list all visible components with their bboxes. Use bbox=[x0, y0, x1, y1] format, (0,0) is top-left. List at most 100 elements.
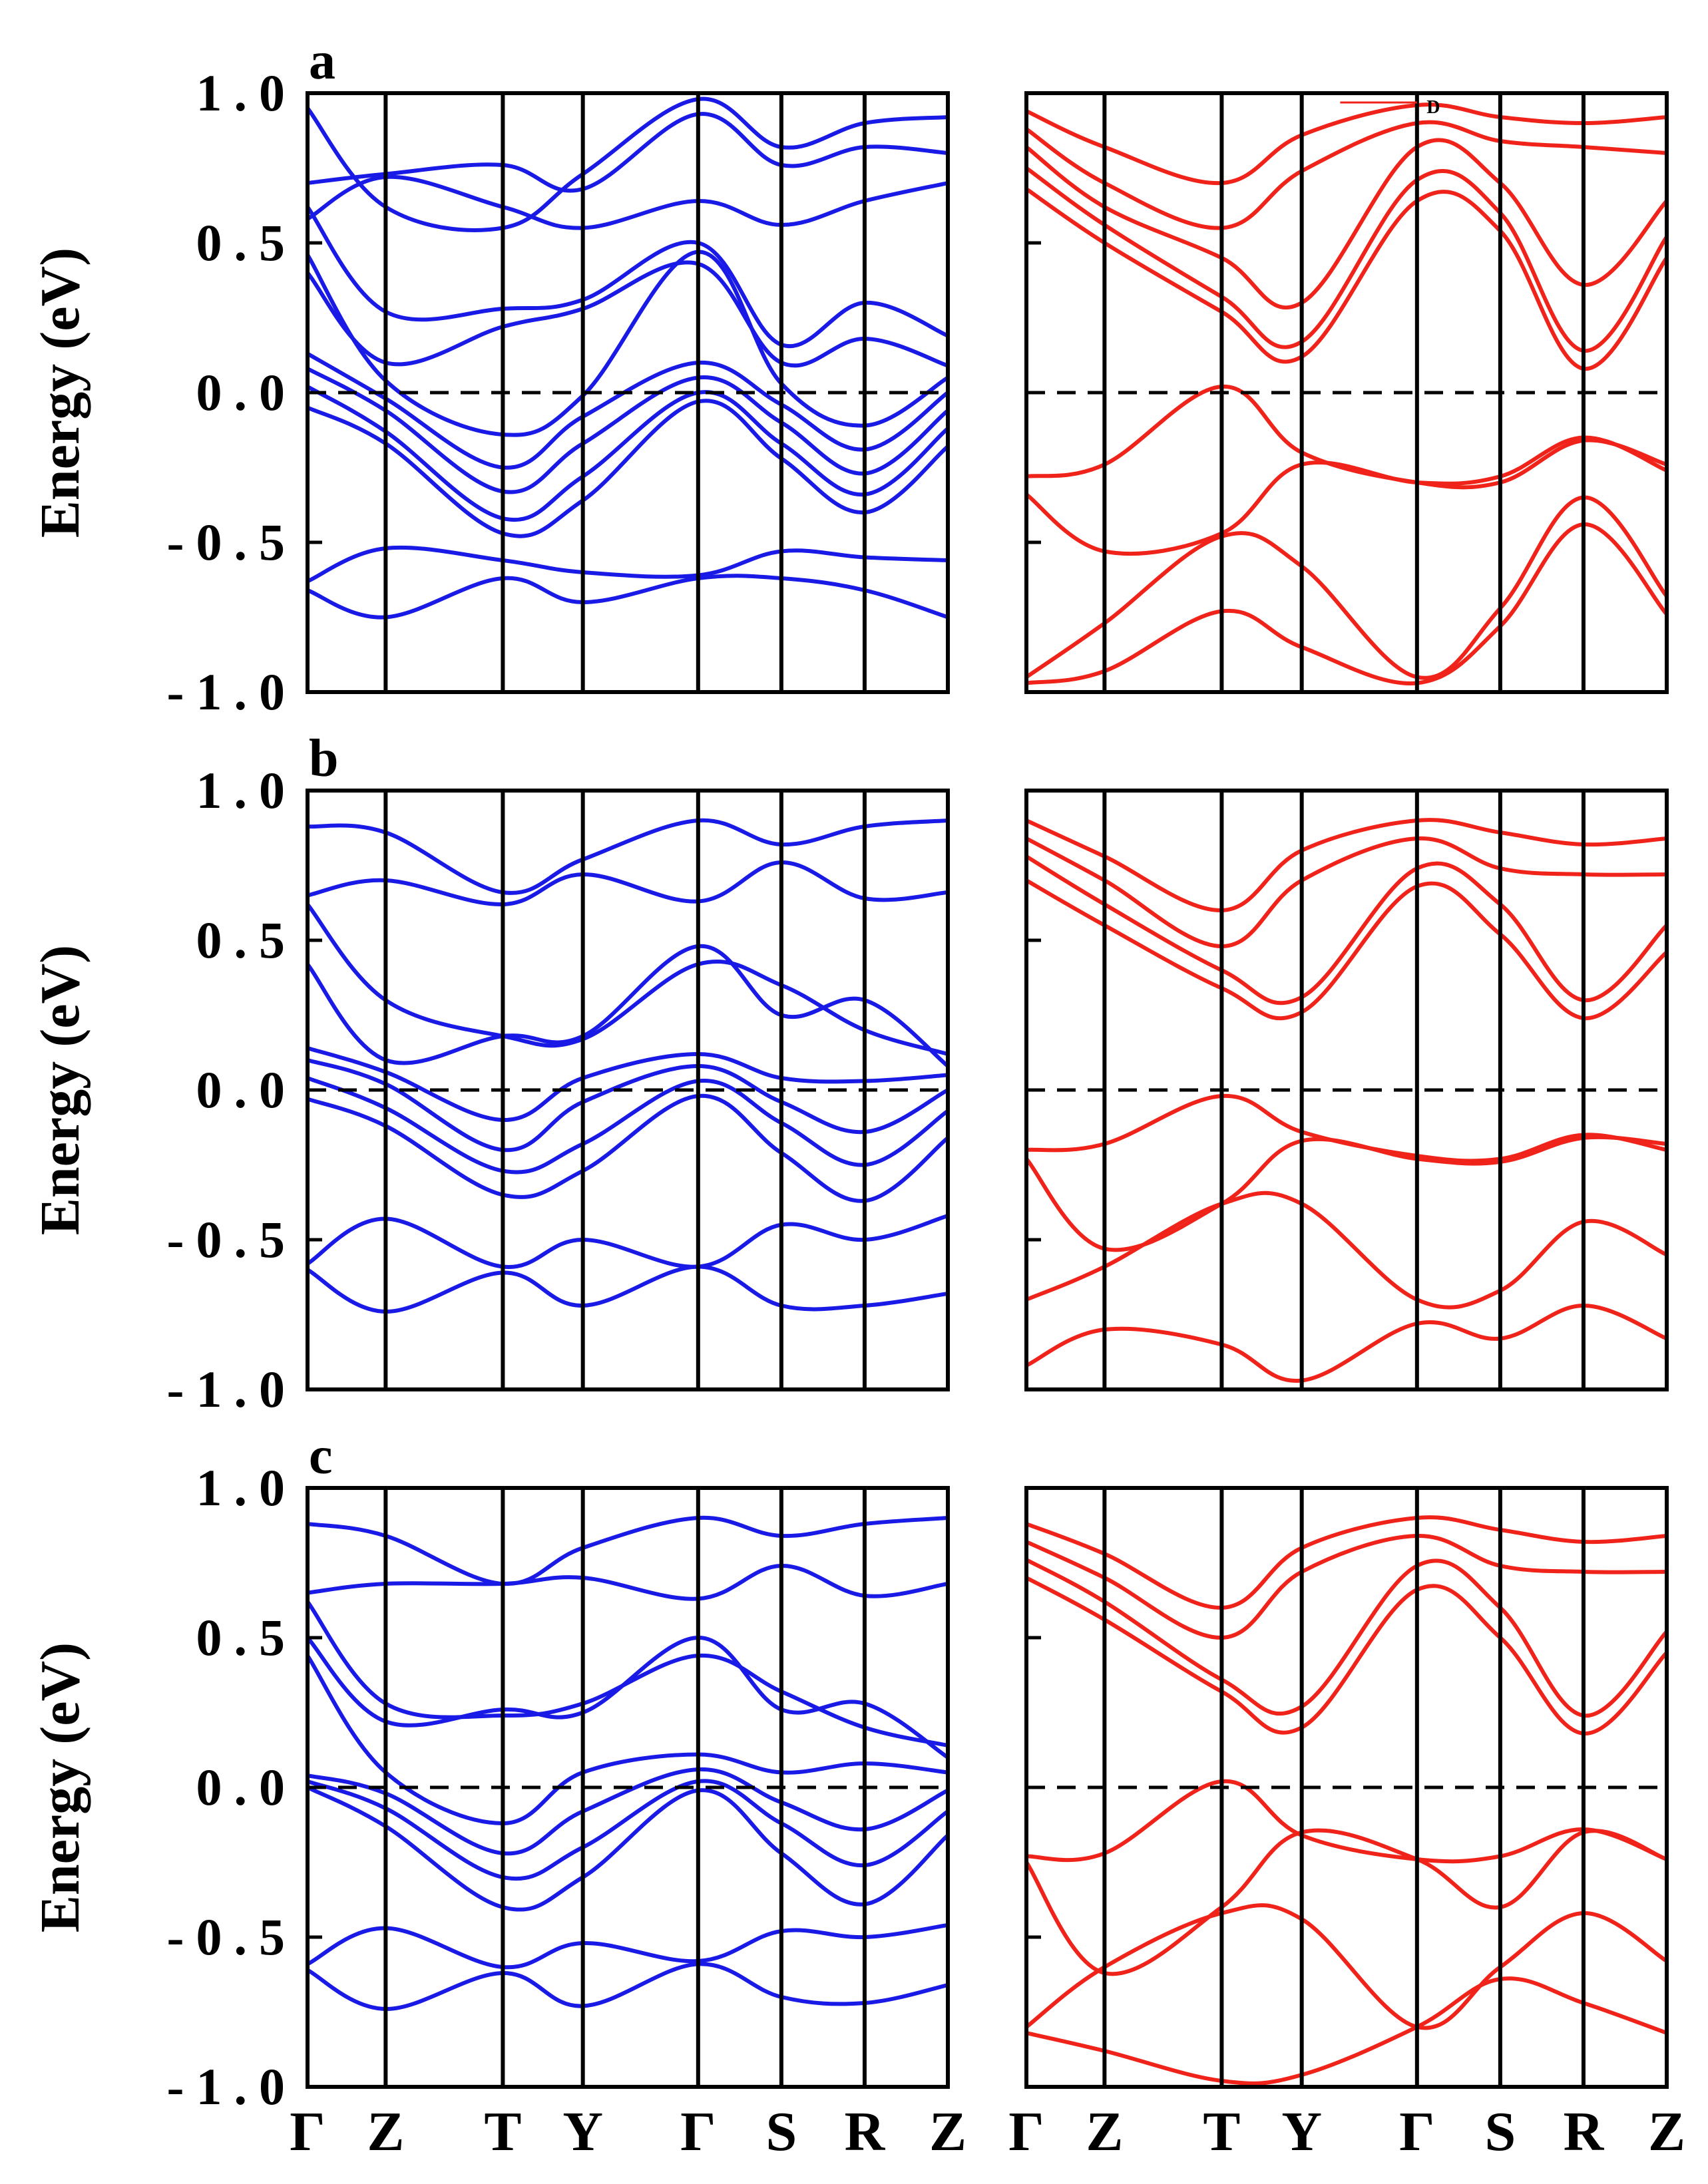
k-label-left: Γ bbox=[680, 2101, 716, 2163]
k-label-left: Y bbox=[562, 2101, 603, 2163]
band-line-band10 bbox=[308, 174, 948, 230]
band-line-band8 bbox=[308, 902, 948, 1056]
band-line-band3 bbox=[308, 1093, 948, 1203]
panel-c-left: 1.0 0.5 0.0 -0.5 -1.0 Energy (eV) c bbox=[29, 1427, 950, 2115]
band-line-band3 bbox=[308, 1785, 948, 1912]
bands bbox=[308, 96, 948, 620]
band-line-band7 bbox=[1026, 836, 1667, 948]
band-line-band6 bbox=[1026, 1558, 1667, 1718]
panel-label-c: c bbox=[309, 1427, 333, 1485]
k-label-left: S bbox=[766, 2101, 797, 2163]
band-line-band8 bbox=[1026, 818, 1667, 913]
band-line-band4 bbox=[308, 385, 948, 522]
band-line-band8 bbox=[1026, 120, 1667, 230]
band-line-band9 bbox=[308, 205, 948, 349]
k-label-right: T bbox=[1203, 2101, 1240, 2163]
legend-label: D bbox=[1426, 97, 1440, 118]
y-tick-label: -0.5 bbox=[167, 1210, 297, 1268]
band-line-band2 bbox=[1026, 495, 1667, 680]
panel-a-left: 1.0 0.5 0.0 -0.5 -1.0 Energy (eV) a bbox=[29, 32, 950, 721]
k-label-right: S bbox=[1485, 2101, 1516, 2163]
k-label-right: Z bbox=[1648, 2101, 1685, 2163]
y-tick-label: 1.0 bbox=[196, 1459, 298, 1517]
band-line-band6 bbox=[308, 1046, 948, 1123]
band-line-band2 bbox=[308, 1264, 948, 1314]
panels: 1.0 0.5 0.0 -0.5 -1.0 Energy (eV) a D 1.0 0.5 0.0 -… bbox=[29, 32, 1669, 2115]
band-line-band4 bbox=[308, 1779, 948, 1881]
k-label-left: Z bbox=[929, 2101, 966, 2163]
band-line-band2 bbox=[308, 1962, 948, 2012]
panel-label-b: b bbox=[309, 729, 339, 788]
plot-frame bbox=[306, 1486, 950, 2089]
k-label-right: Γ bbox=[1399, 2101, 1434, 2163]
band-line-band5 bbox=[308, 1058, 948, 1153]
band-line-band3 bbox=[308, 399, 948, 538]
band-line-band7 bbox=[308, 1635, 948, 1759]
band-line-band9 bbox=[1026, 102, 1667, 186]
band-line-band5 bbox=[308, 367, 948, 494]
k-label-right: Z bbox=[1086, 2101, 1123, 2163]
band-line-band4 bbox=[1026, 1093, 1667, 1163]
band-line-band11 bbox=[308, 112, 948, 193]
band-line-band1 bbox=[1026, 1976, 1667, 2086]
band-line-band7 bbox=[308, 250, 948, 437]
band-line-band4 bbox=[1026, 384, 1667, 490]
y-tick-label: 0.5 bbox=[196, 214, 298, 272]
k-label-left: R bbox=[845, 2101, 886, 2163]
y-tick-label: -1.0 bbox=[167, 2058, 297, 2115]
band-line-band1 bbox=[308, 1923, 948, 1970]
band-line-band2 bbox=[308, 574, 948, 620]
panel-label-a: a bbox=[309, 32, 335, 91]
band-line-band5 bbox=[1026, 1576, 1667, 1736]
panel-c-right bbox=[1024, 1486, 1669, 2089]
y-tick-label: 0.5 bbox=[196, 911, 298, 969]
y-tick-label: 0.0 bbox=[196, 1758, 298, 1816]
band-line-band1 bbox=[308, 545, 948, 584]
k-label-right: Y bbox=[1281, 2101, 1322, 2163]
k-label-right: Γ bbox=[1008, 2101, 1044, 2163]
y-axis-label: Energy (eV) bbox=[29, 945, 91, 1235]
k-label-left: Γ bbox=[290, 2101, 325, 2163]
y-tick-label: -1.0 bbox=[167, 663, 297, 721]
k-label-left: Z bbox=[367, 2101, 404, 2163]
y-tick-label: 0.0 bbox=[196, 363, 298, 421]
bands bbox=[1026, 102, 1667, 686]
y-axis-label: Energy (eV) bbox=[29, 1642, 91, 1932]
band-line-band10 bbox=[308, 818, 948, 895]
band-line-band4 bbox=[308, 1076, 948, 1175]
plot-frame bbox=[1024, 789, 1669, 1391]
band-line-band6 bbox=[308, 351, 948, 470]
band-line-band8 bbox=[308, 260, 948, 368]
band-line-band6 bbox=[1026, 166, 1667, 353]
band-line-band4 bbox=[1026, 1779, 1667, 1864]
y-tick-label: 0.5 bbox=[196, 1608, 298, 1666]
band-line-band6 bbox=[1026, 854, 1667, 1005]
band-line-band1 bbox=[308, 1214, 948, 1269]
band-line-band10 bbox=[308, 1515, 948, 1586]
plot-frame bbox=[306, 789, 950, 1391]
plot-frame bbox=[306, 91, 950, 694]
band-line-band5 bbox=[308, 1767, 948, 1856]
y-tick-label: -0.5 bbox=[167, 513, 297, 571]
panel-b-right bbox=[1024, 789, 1669, 1391]
band-line-band5 bbox=[1026, 878, 1667, 1021]
bands bbox=[1026, 1515, 1667, 2086]
band-line-band3 bbox=[1026, 435, 1667, 556]
y-axis-label: Energy (eV) bbox=[29, 248, 91, 538]
band-line-band2 bbox=[1026, 1190, 1667, 1310]
bands bbox=[308, 818, 948, 1314]
plot-frame bbox=[1024, 91, 1669, 694]
band-line-band7 bbox=[308, 944, 948, 1068]
band-line-band12 bbox=[308, 96, 948, 232]
band-line-band8 bbox=[1026, 1515, 1667, 1610]
y-tick-label: -0.5 bbox=[167, 1908, 297, 1966]
band-line-band7 bbox=[1026, 1533, 1667, 1640]
bands bbox=[1026, 818, 1667, 1383]
y-tick-label: 0.0 bbox=[196, 1061, 298, 1119]
band-line-band9 bbox=[308, 860, 948, 907]
band-line-band3 bbox=[1026, 1828, 1667, 1976]
plot-frame bbox=[1024, 1486, 1669, 2089]
y-tick-label: 1.0 bbox=[196, 64, 298, 122]
